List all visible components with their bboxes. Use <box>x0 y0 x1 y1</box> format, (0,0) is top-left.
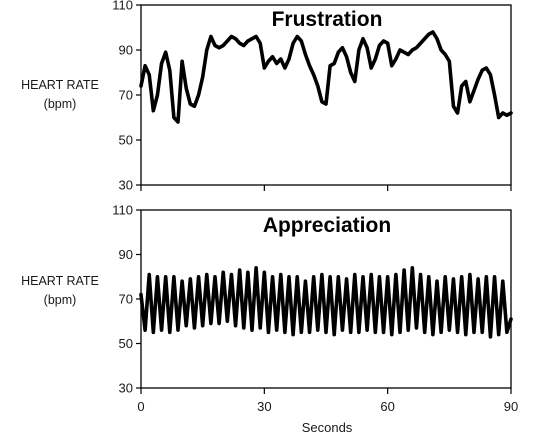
appreciation-xtick-label: 90 <box>504 399 518 414</box>
appreciation-xtick-label: 0 <box>137 399 144 414</box>
frustration-ytick-label: 90 <box>119 43 133 58</box>
appreciation-xtick-label: 30 <box>257 399 271 414</box>
frustration-ytick-label: 50 <box>119 133 133 148</box>
appreciation-heart-rate-line <box>139 266 513 339</box>
frustration-ytick-label: 30 <box>119 178 133 193</box>
appreciation-ytick-label: 90 <box>119 247 133 262</box>
frustration-title: Frustration <box>272 8 383 31</box>
appreciation-ylabel-line1: HEART RATE <box>21 274 99 288</box>
frustration-ylabel-line2: (bpm) <box>44 97 77 111</box>
appreciation-panel: HEART RATE (bpm) Appreciation Seconds 30… <box>21 203 518 436</box>
appreciation-ytick-label: 30 <box>119 381 133 396</box>
frustration-heart-rate-line <box>139 30 513 124</box>
appreciation-ytick-label: 50 <box>119 336 133 351</box>
frustration-ytick-label: 70 <box>119 88 133 103</box>
appreciation-title: Appreciation <box>263 214 391 237</box>
appreciation-ytick-label: 70 <box>119 292 133 307</box>
frustration-ytick-label: 110 <box>112 0 133 13</box>
frustration-ylabel-line1: HEART RATE <box>21 78 99 92</box>
appreciation-xtick-label: 60 <box>380 399 394 414</box>
appreciation-ylabel-line2: (bpm) <box>44 293 77 307</box>
appreciation-ytick-label: 110 <box>112 203 133 218</box>
appreciation-xlabel: Seconds <box>302 420 353 435</box>
frustration-panel: HEART RATE (bpm) Frustration 30 50 70 90 110 <box>21 0 513 193</box>
